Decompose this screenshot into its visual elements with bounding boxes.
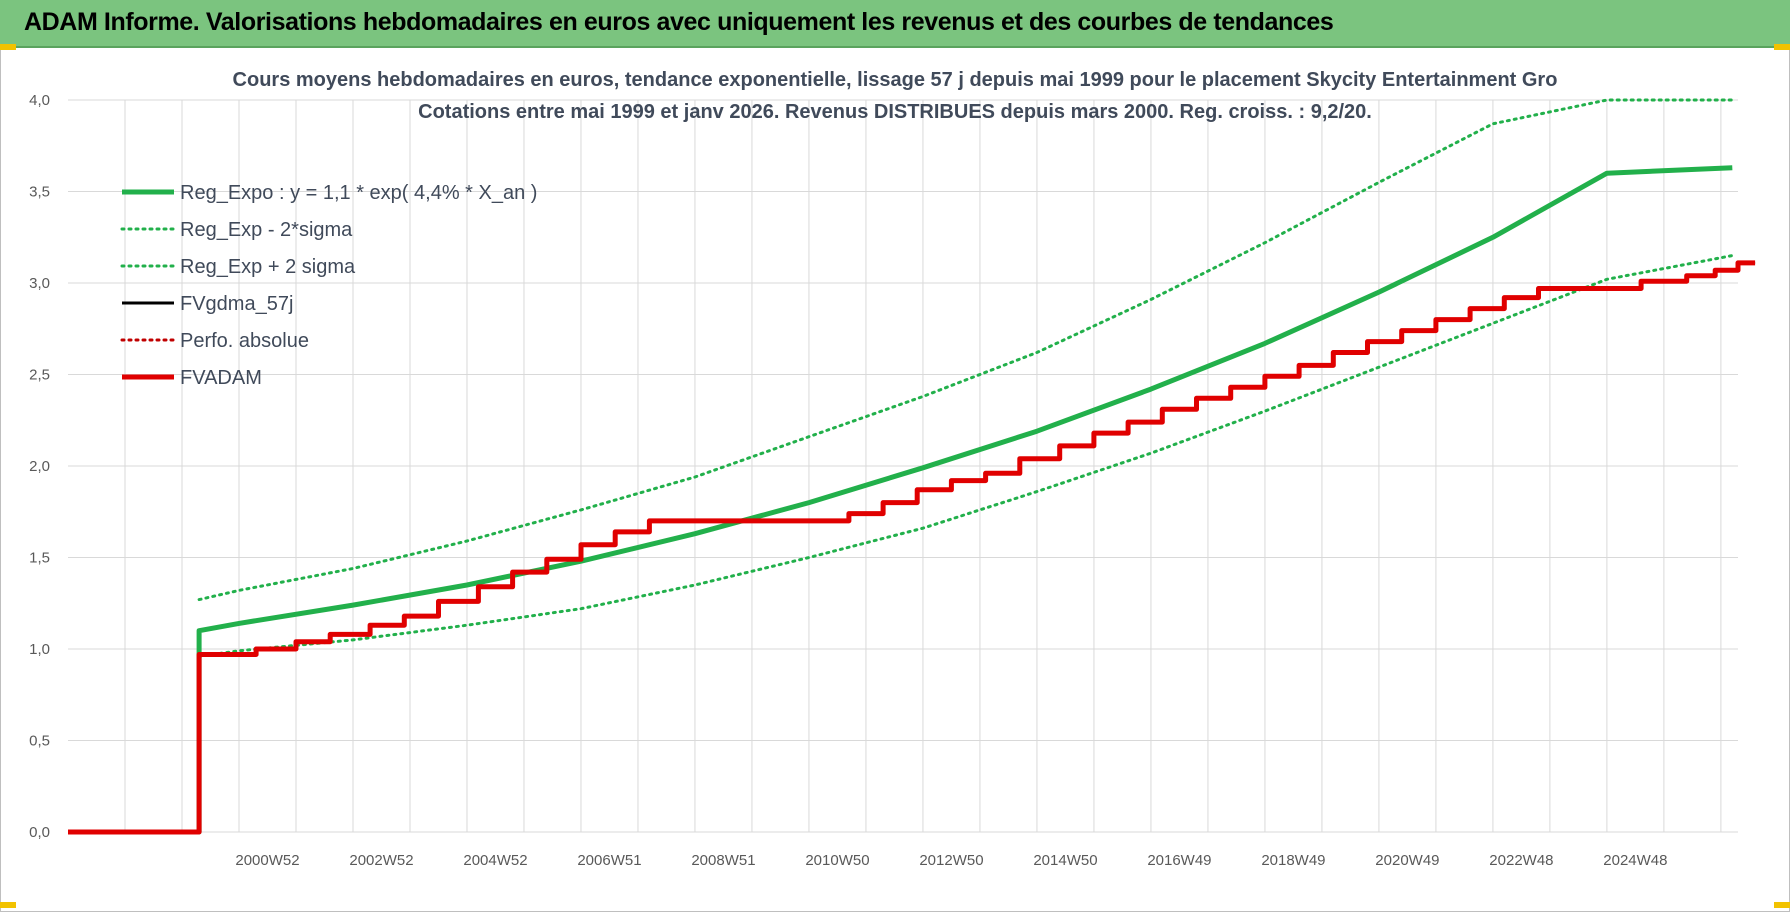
x-tick-label: 2002W52 [349, 852, 413, 869]
corner-marker-top-left [0, 44, 16, 50]
x-tick-label: 2008W51 [691, 852, 755, 869]
legend-label-3: FVgdma_57j [180, 293, 293, 315]
y-tick-label: 3,5 [29, 184, 50, 201]
corner-marker-bottom-right [1774, 902, 1790, 908]
chart-subtitle: Cotations entre mai 1999 et janv 2026. R… [418, 101, 1372, 123]
legend-label-5: FVADAM [180, 367, 262, 389]
x-tick-label: 2022W48 [1489, 852, 1553, 869]
y-tick-label: 2,0 [29, 458, 50, 475]
legend-label-1: Reg_Exp - 2*sigma [180, 219, 353, 241]
y-tick-label: 1,5 [29, 550, 50, 567]
y-tick-label: 3,0 [29, 275, 50, 292]
page-title: ADAM Informe. Valorisations hebdomadaire… [24, 8, 1334, 36]
x-tick-label: 2006W51 [577, 852, 641, 869]
y-tick-label: 0,0 [29, 824, 50, 841]
x-tick-label: 2000W52 [235, 852, 299, 869]
x-tick-label: 2010W50 [805, 852, 869, 869]
series-lines [68, 98, 1756, 835]
legend-label-4: Perfo. absolue [180, 330, 309, 352]
x-tick-label: 2012W50 [919, 852, 983, 869]
grid-lines [68, 99, 1738, 833]
series-line-0 [68, 165, 1733, 835]
legend-label-0: Reg_Expo : y = 1,1 * exp( 4,4% * X_an ) [180, 182, 537, 204]
series-line-1 [197, 254, 1734, 658]
legend-label-2: Reg_Exp + 2 sigma [180, 256, 356, 278]
x-tick-label: 2014W50 [1033, 852, 1097, 869]
x-tick-label: 2018W49 [1261, 852, 1325, 869]
x-tick-label: 2004W52 [463, 852, 527, 869]
x-tick-label: 2016W49 [1147, 852, 1211, 869]
corner-marker-bottom-left [0, 902, 16, 908]
x-tick-label: 2020W49 [1375, 852, 1439, 869]
series-line-3 [199, 261, 1756, 656]
header-banner: ADAM Informe. Valorisations hebdomadaire… [0, 0, 1790, 48]
y-tick-label: 1,0 [29, 641, 50, 658]
y-tick-label: 2,5 [29, 367, 50, 384]
chart-legend: Reg_Expo : y = 1,1 * exp( 4,4% * X_an ) R… [120, 182, 537, 389]
series-line-2 [197, 98, 1734, 602]
x-axis-ticks: 2000W52 2002W52 2004W52 2006W51 2008W51 2010W… [235, 852, 1667, 869]
line-chart: 0,0 0,5 1,0 1,5 2,0 2,5 3,0 3,5 4,0 2000W52 2002W… [29, 69, 1756, 869]
y-tick-label: 0,5 [29, 733, 50, 750]
y-axis-ticks: 0,0 0,5 1,0 1,5 2,0 2,5 3,0 3,5 4,0 [29, 92, 50, 841]
x-tick-label: 2024W48 [1603, 852, 1667, 869]
y-tick-label: 4,0 [29, 92, 50, 109]
corner-marker-top-right [1774, 44, 1790, 50]
chart-title: Cours moyens hebdomadaires en euros, ten… [233, 69, 1558, 91]
series-line-5 [68, 260, 1756, 835]
